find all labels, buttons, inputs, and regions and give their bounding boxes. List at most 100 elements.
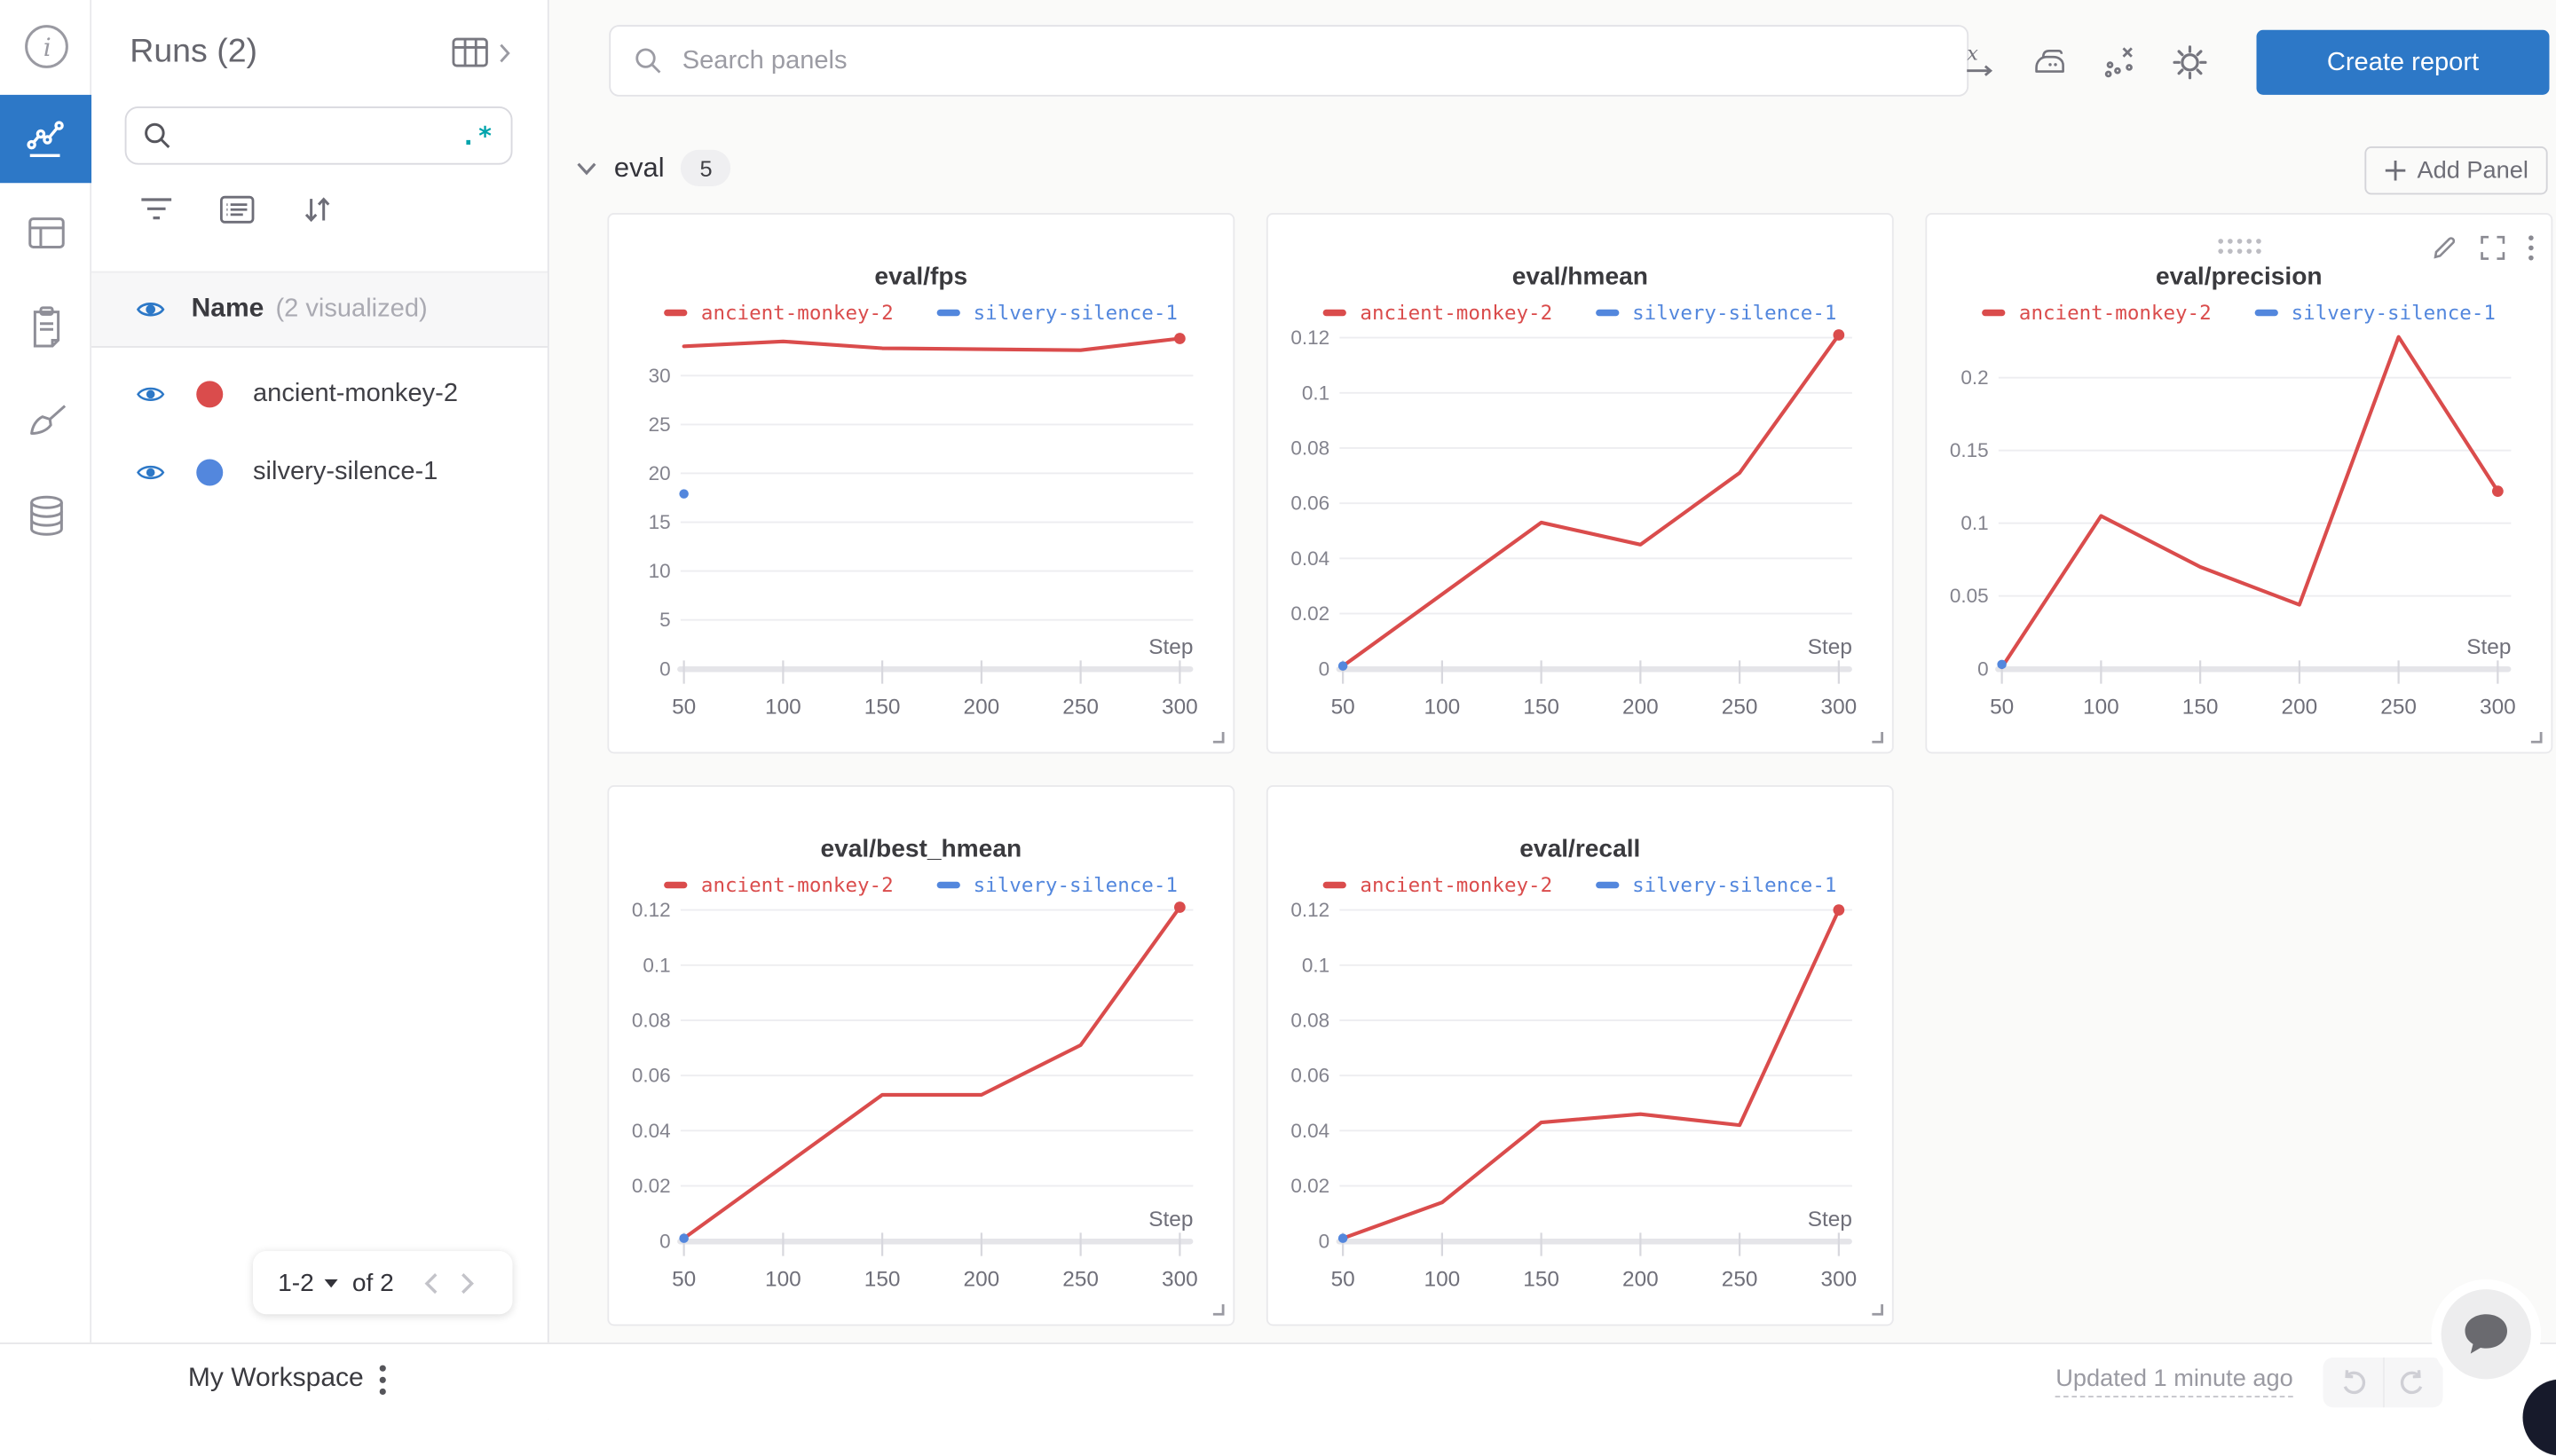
pagination-total: of 2 (352, 1269, 394, 1297)
list-settings-icon[interactable] (220, 194, 255, 224)
nav-table-icon[interactable] (0, 208, 91, 257)
svg-text:0.04: 0.04 (1290, 547, 1329, 570)
svg-text:0.1: 0.1 (1960, 512, 1988, 534)
legend-swatch-icon (665, 310, 688, 316)
svg-text:150: 150 (1523, 1267, 1559, 1291)
add-panel-button[interactable]: Add Panel (2364, 146, 2547, 194)
run-name[interactable]: ancient-monkey-2 (253, 379, 458, 409)
resize-handle-icon[interactable] (1867, 1299, 1886, 1318)
undo-icon (2338, 1367, 2368, 1397)
run-color-dot[interactable] (196, 459, 223, 485)
svg-text:0: 0 (659, 657, 671, 680)
page-next-icon[interactable] (459, 1271, 476, 1295)
nav-artifacts-database-icon[interactable] (0, 489, 91, 542)
chevron-down-icon[interactable] (576, 161, 597, 176)
svg-text:250: 250 (2380, 695, 2417, 719)
svg-text:50: 50 (672, 695, 696, 719)
resize-handle-icon[interactable] (1208, 1299, 1227, 1318)
eye-icon[interactable] (137, 461, 165, 482)
chat-support-button[interactable] (2442, 1289, 2531, 1379)
undo-button[interactable] (2323, 1358, 2384, 1407)
settings-gear-icon[interactable] (2172, 43, 2208, 80)
edit-pencil-icon[interactable] (2431, 234, 2457, 261)
resize-handle-icon[interactable] (1208, 727, 1227, 745)
runs-panel-title: Runs (2) (130, 34, 257, 72)
svg-text:200: 200 (964, 1267, 1000, 1291)
runs-list-header: Name (2 visualized) (91, 272, 548, 348)
resize-handle-icon[interactable] (2526, 727, 2544, 745)
svg-text:0: 0 (659, 1230, 671, 1252)
legend-label: ancient-monkey-2 (1360, 873, 1552, 896)
caret-down-icon[interactable] (324, 1279, 337, 1287)
outliers-scatter-icon[interactable] (2102, 43, 2138, 80)
svg-text:150: 150 (864, 695, 901, 719)
runs-pagination: 1-2 of 2 (253, 1251, 513, 1314)
legend-label: silvery-silence-1 (974, 873, 1178, 896)
svg-text:30: 30 (649, 365, 671, 387)
resize-handle-icon[interactable] (1867, 727, 1886, 745)
runs-search-input[interactable] (185, 121, 461, 151)
legend-item: ancient-monkey-2 (665, 301, 894, 324)
svg-text:250: 250 (1062, 695, 1099, 719)
pagination-range[interactable]: 1-2 (278, 1269, 314, 1297)
svg-text:250: 250 (1722, 695, 1758, 719)
svg-text:0.1: 0.1 (1302, 954, 1329, 976)
regex-toggle[interactable]: .* (461, 121, 494, 151)
panel-search-input[interactable] (679, 44, 1944, 78)
plus-icon (2384, 160, 2405, 181)
x-axis-settings-icon[interactable]: x (1962, 43, 1999, 80)
chevron-right-icon (498, 42, 511, 65)
legend-swatch-icon (1983, 310, 2006, 316)
nav-workspace-charts-icon[interactable] (0, 95, 91, 183)
nav-info-icon[interactable]: i (0, 17, 91, 77)
runs-panel: Runs (2) .* (91, 0, 549, 1420)
run-color-dot[interactable] (196, 380, 223, 406)
eye-icon[interactable] (137, 300, 165, 320)
panel-menu-kebab-icon[interactable] (2528, 234, 2535, 261)
legend-item: silvery-silence-1 (1596, 873, 1837, 896)
svg-text:200: 200 (1622, 1267, 1659, 1291)
runs-table-icon (451, 36, 494, 70)
drag-handle-icon[interactable] (2217, 238, 2262, 255)
runs-toolbar (140, 194, 334, 224)
nav-sweeps-broom-icon[interactable] (0, 396, 91, 449)
legend-label: ancient-monkey-2 (1360, 301, 1552, 324)
smoothing-iron-icon[interactable] (2031, 43, 2068, 80)
page-prev-icon[interactable] (422, 1271, 439, 1295)
search-icon (634, 47, 662, 75)
left-nav-rail: i (0, 0, 91, 1420)
runs-table-expand-button[interactable] (451, 36, 511, 70)
eye-icon[interactable] (137, 383, 165, 404)
run-name[interactable]: silvery-silence-1 (253, 457, 438, 487)
svg-text:0.02: 0.02 (1290, 1175, 1329, 1197)
nav-reports-icon[interactable] (0, 300, 91, 353)
undo-redo-group (2323, 1358, 2443, 1407)
section-header-eval[interactable]: eval 5 (576, 150, 731, 186)
sort-icon[interactable] (301, 194, 333, 224)
svg-text:50: 50 (1331, 695, 1355, 719)
run-row[interactable]: silvery-silence-1 (91, 433, 548, 511)
redo-button[interactable] (2384, 1358, 2443, 1407)
updated-timestamp: Updated 1 minute ago (2055, 1365, 2293, 1397)
run-row[interactable]: ancient-monkey-2 (91, 354, 548, 432)
fullscreen-icon[interactable] (2480, 234, 2506, 261)
legend-item: ancient-monkey-2 (665, 873, 894, 896)
create-report-button[interactable]: Create report (2257, 30, 2550, 95)
legend-item: silvery-silence-1 (2254, 301, 2496, 324)
workspace-menu-kebab-icon[interactable] (378, 1363, 388, 1399)
chart-legend: ancient-monkey-2 silvery-silence-1 (609, 873, 1233, 896)
svg-text:300: 300 (2480, 695, 2516, 719)
filter-icon[interactable] (140, 194, 174, 223)
workspace-title[interactable]: My Workspace (188, 1365, 364, 1395)
